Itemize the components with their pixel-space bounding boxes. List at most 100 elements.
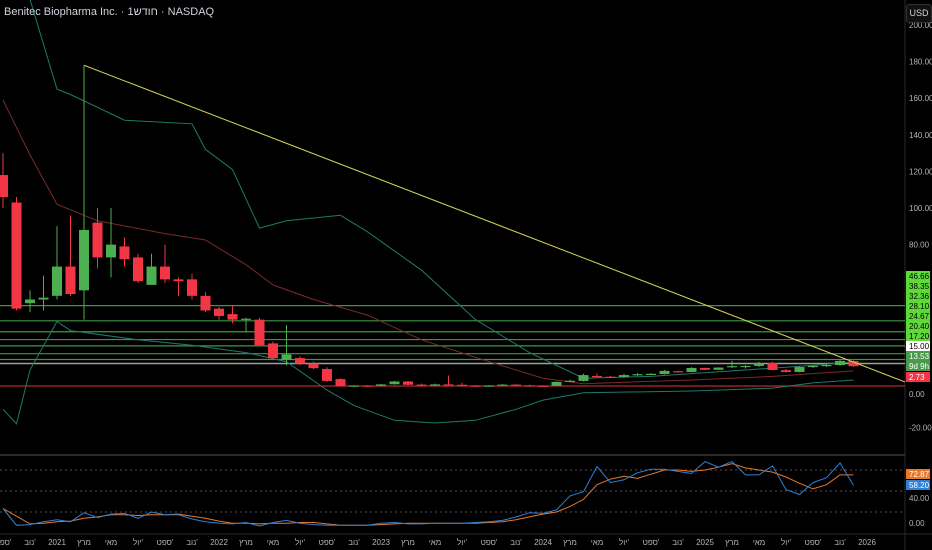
upper-band-line (29, 0, 854, 379)
time-axis-tick: נוב' (186, 538, 198, 547)
candle-body (457, 384, 467, 386)
level-label-text: 38.35 (909, 282, 930, 291)
price-axis-tick: 140.00 (909, 131, 932, 140)
candle-body (551, 381, 562, 386)
candle (673, 370, 683, 373)
candle (214, 306, 224, 320)
candle-body (524, 385, 535, 387)
candle-body (565, 380, 575, 382)
candle (430, 383, 440, 386)
time-axis-tick: יול' (457, 538, 467, 547)
candle (0, 153, 8, 208)
candle-body (484, 385, 494, 387)
candle-body (106, 244, 116, 258)
candle-body (443, 384, 454, 386)
candle-body (376, 384, 386, 386)
candle-body (794, 367, 805, 372)
candle (416, 383, 427, 387)
time-axis-tick: נוב' (834, 538, 846, 547)
candle-body (646, 373, 656, 375)
current-price-label-bg (906, 351, 930, 361)
candle-body (254, 319, 265, 346)
lower-band-line (2, 320, 854, 425)
candle-body (52, 266, 62, 296)
candle (497, 384, 508, 387)
candle (565, 379, 575, 383)
time-axis-tick: ספט' (805, 538, 822, 547)
time-axis-tick: מרץ (725, 538, 739, 547)
trendline (83, 64, 906, 383)
price-axis-tick: 160.00 (909, 94, 932, 103)
candle (52, 226, 62, 300)
candle-body (781, 370, 791, 372)
level-label-bg (906, 301, 930, 311)
candle (605, 375, 616, 378)
candle-body (322, 369, 332, 381)
candle (389, 380, 400, 385)
candle (511, 384, 521, 386)
price-axis-tick: 0.00 (909, 390, 925, 399)
time-axis-tick: ספט' (481, 538, 498, 547)
oscillator-axis-tick: 40.00 (909, 494, 930, 503)
candle-body (727, 366, 737, 368)
candle-body (241, 318, 251, 320)
candle (659, 369, 670, 375)
time-axis-tick: 2021 (48, 538, 66, 547)
candle-body (592, 375, 602, 378)
level-label: 20.40 (906, 321, 930, 331)
candle (727, 360, 737, 369)
candle (848, 360, 859, 367)
time-axis-tick: 2022 (210, 538, 228, 547)
current-price-label: 13.53 (906, 351, 930, 361)
candle (322, 367, 332, 382)
candle-body (848, 360, 859, 367)
candle (551, 381, 562, 387)
candle (119, 237, 130, 267)
candle (187, 273, 197, 300)
currency-button[interactable]: USD (906, 4, 932, 23)
candle-body (511, 384, 521, 386)
candle (457, 382, 467, 386)
candle-body (146, 266, 157, 285)
level-label: 38.35 (906, 281, 930, 291)
candle-body (38, 297, 49, 300)
oscillator-k-label-text: 58.20 (909, 481, 930, 490)
candle-body (187, 279, 197, 296)
candle-body (308, 363, 319, 369)
candle-body (835, 360, 845, 366)
oscillator-d-label-bg (906, 469, 930, 479)
candle (821, 363, 832, 367)
candle-countdown: 9d 9h (906, 361, 930, 371)
time-axis-tick: יול' (781, 538, 791, 547)
candle-countdown-bg (906, 361, 930, 371)
time-axis-tick: מאי (267, 538, 280, 547)
time-axis-tick: מרץ (401, 538, 415, 547)
candle (308, 361, 319, 370)
candle (794, 366, 805, 373)
candle-body (700, 367, 710, 370)
candle (106, 208, 116, 278)
oscillator-k-line (2, 461, 854, 527)
white-level-label: 15.00 (906, 341, 930, 351)
candle-body (740, 365, 751, 368)
level-label-text: 32.36 (909, 292, 930, 301)
time-axis-tick: 2026 (858, 538, 876, 547)
level-label-text: 46.66 (909, 272, 930, 281)
candle-body (214, 308, 224, 316)
candle-body (632, 374, 643, 376)
level-label-bg (906, 311, 930, 321)
candle-body (160, 266, 170, 280)
candle (470, 384, 481, 387)
candle (754, 361, 764, 367)
time-axis-tick: מרץ (563, 538, 577, 547)
candle-body (713, 367, 724, 370)
candle (443, 375, 454, 386)
level-label-bg (906, 291, 930, 301)
basis-line (2, 99, 854, 385)
level-label-text: 28.10 (909, 302, 930, 311)
candle (349, 385, 359, 387)
oscillator-k-label-bg (906, 480, 930, 490)
candle-body (416, 384, 427, 386)
candle-body (578, 375, 589, 381)
